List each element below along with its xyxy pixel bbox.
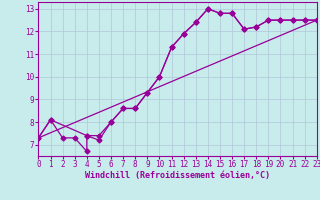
X-axis label: Windchill (Refroidissement éolien,°C): Windchill (Refroidissement éolien,°C) xyxy=(85,171,270,180)
